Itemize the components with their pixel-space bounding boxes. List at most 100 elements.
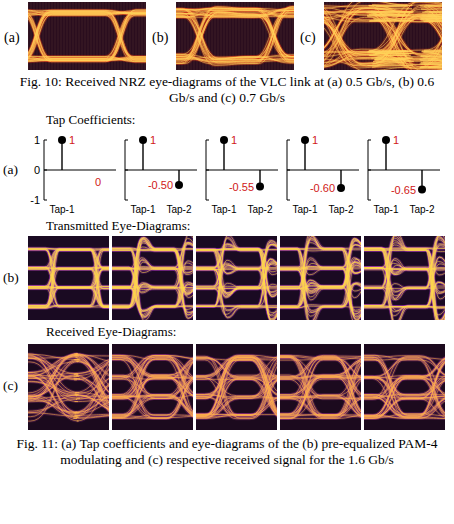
eye-trace-glow [28,11,146,60]
eye-traces [28,2,146,70]
eye-trace-glow [280,357,361,419]
eye-trace [280,357,361,418]
eye-trace [28,378,109,401]
eye-trace [112,356,193,379]
tap-chart: 1-0.50Tap-1Tap-2 [125,134,197,215]
stems [58,136,98,170]
x-tick-label: Tap-2 [247,204,272,215]
eye-trace [196,239,277,321]
eye-trace [196,356,277,417]
eye-trace-glow [176,8,294,63]
received-eye [18,344,125,430]
eye-trace [280,358,361,414]
eye-trace-glow [176,8,294,63]
eye-trace-glow [28,11,146,60]
row-label: (b) [3,270,19,285]
eye-trace-glow [364,356,445,418]
eye-trace [364,307,445,309]
eye-trace [280,243,361,320]
eye-trace [112,249,193,318]
eye-diagram [166,2,325,70]
panel-label: (a) [4,30,20,46]
eye-trace [364,359,445,417]
stem [304,140,305,170]
y-tick [206,170,209,171]
eye-trace [196,359,277,417]
eye-trace [196,359,277,418]
eye-trace [196,360,277,417]
y-tick [368,140,371,141]
row-label: (a) [3,162,18,177]
tap-chart: 1-0.60Tap-1Tap-2 [287,134,359,215]
eye-trace [196,357,277,417]
eye-trace [196,358,277,418]
eye-trace [196,250,277,320]
stem-marker [301,136,309,144]
eye-trace [28,12,146,61]
value-label: 1 [231,134,237,146]
eye-trace [28,287,109,308]
eye-trace-glow [364,360,445,417]
baseline [368,170,440,171]
eye-trace-glow [112,355,193,418]
eye-trace-glow [176,7,294,64]
eye-trace [324,9,442,69]
eye-trace [28,250,109,308]
eye-trace [196,360,277,418]
eye-trace-glow [364,360,445,418]
eye-trace [364,359,445,418]
eye-trace-glow [280,356,361,416]
eye-trace [196,236,277,306]
eye-trace [28,382,109,412]
y-tick [368,170,371,171]
tap-chart: 1-0.55Tap-1Tap-2 [206,134,278,215]
y-tick-label: -1 [30,194,40,206]
y-tick [206,140,209,141]
eye-trace [280,245,361,307]
panel-label: (b) [152,30,169,46]
eye-trace [112,261,193,316]
eye-trace [28,362,109,397]
value-label: 1 [312,134,318,146]
eye-trace [112,249,193,321]
eye-trace [364,376,445,416]
eye-trace [196,358,277,417]
eye-trace [28,11,146,60]
eye-traces [280,236,361,320]
eye-trace [364,241,445,320]
eye-trace-glow [364,307,445,308]
eye-trace [280,359,361,419]
eye-trace [176,8,294,63]
x-tick-label: Tap-1 [292,204,317,215]
eye-trace [28,12,146,62]
value-label: 1 [69,134,75,146]
transmitted-eye [186,235,287,321]
eye-trace [364,356,445,418]
received-eye [186,344,287,430]
eye-trace-glow [112,238,193,319]
tap-chart: 1-0.65Tap-1Tap-2 [368,134,440,215]
eye-trace [176,11,294,61]
eye-trace [196,360,277,416]
eye-trace [112,359,193,417]
received-eye [354,344,454,430]
eye-trace [28,249,109,307]
received-eye [102,344,203,430]
eye-trace [364,359,445,417]
eye-trace [364,282,445,312]
eye-traces [176,2,294,70]
row-heading: Received Eye-Diagrams: [46,324,176,339]
stem-marker [256,183,264,191]
eye-trace [176,11,294,62]
eye-trace [28,13,146,62]
eye-traces [196,236,277,320]
eye-trace [28,270,109,307]
eye-traces [196,344,277,430]
eye-trace [280,357,361,417]
y-tick [44,200,47,201]
eye-trace [176,13,294,58]
eye-trace [280,356,361,418]
eye-trace [28,12,146,60]
x-tick-label: Tap-1 [211,204,236,215]
eye-trace [280,236,361,320]
